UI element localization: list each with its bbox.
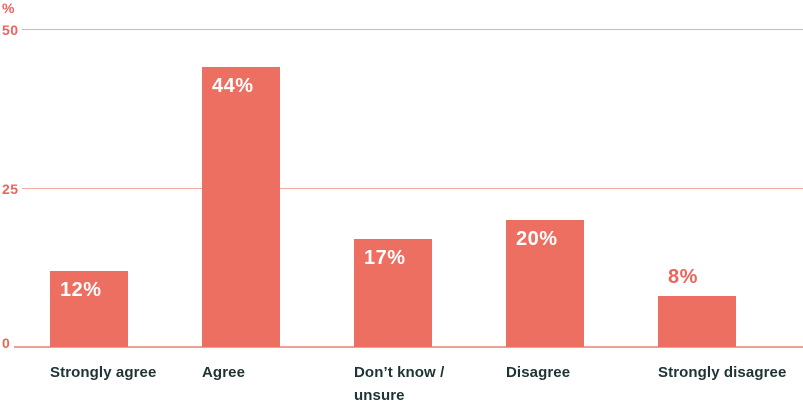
y-tick-label-25: 25: [2, 181, 19, 197]
value-label-5: 8%: [668, 266, 698, 289]
gridline-0: [14, 346, 803, 348]
value-label-1: 12%: [60, 278, 102, 301]
category-label-4: Disagree: [506, 364, 571, 381]
category-label-1: Strongly agree: [50, 364, 157, 381]
y-tick-label-0: 0: [2, 335, 11, 351]
bar-5: [658, 296, 736, 347]
category-label-5: Strongly disagree: [658, 364, 787, 381]
value-label-3: 17%: [364, 246, 406, 269]
bar-2: [202, 67, 280, 347]
bar-4: [506, 219, 584, 347]
bar-1: [50, 270, 128, 347]
value-label-2: 44%: [212, 75, 254, 98]
gridline-50: [22, 29, 803, 30]
value-label-4: 20%: [516, 227, 558, 250]
gridline-25: [22, 188, 803, 189]
category-label-2: Agree: [202, 364, 246, 381]
category-label-3: Don’t know / unsure: [354, 364, 445, 404]
y-axis-unit-label: %: [2, 0, 15, 16]
y-tick-label-50: 50: [2, 22, 19, 38]
bar-3: [354, 238, 432, 347]
